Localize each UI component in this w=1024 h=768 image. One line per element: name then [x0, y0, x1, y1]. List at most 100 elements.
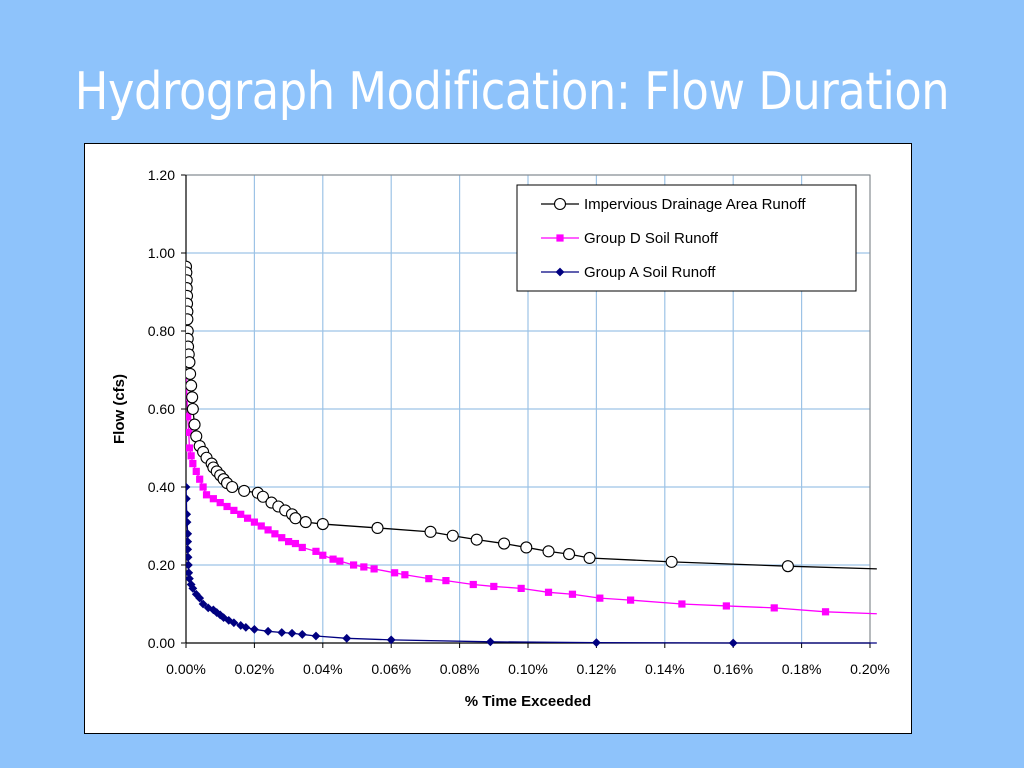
data-point [542, 545, 555, 558]
series-diamond [186, 482, 877, 648]
data-point [287, 628, 297, 638]
data-point [257, 522, 265, 530]
data-point [198, 599, 208, 609]
data-point [223, 502, 231, 511]
data-point [188, 584, 198, 593]
series-line [186, 266, 877, 570]
data-point [264, 526, 272, 534]
data-point [592, 638, 601, 648]
data-point [770, 604, 778, 612]
x-tick-label: 0.04% [303, 661, 343, 677]
data-point [186, 529, 193, 539]
y-tick-label: 0.40 [148, 479, 175, 495]
data-point [238, 484, 251, 497]
data-point [209, 495, 217, 503]
y-tick-label: 0.00 [148, 635, 175, 651]
data-point [186, 313, 194, 326]
data-point [263, 626, 273, 636]
data-point [189, 460, 197, 468]
data-point [278, 534, 286, 542]
data-point [186, 509, 192, 519]
data-point [241, 623, 251, 632]
series-line [186, 375, 877, 615]
labels-layer: 0.00% 0.02% 0.04% 0.06% 0.08% 0.10% 0.12% 0.14%… [111, 167, 890, 710]
data-point [446, 529, 459, 542]
data-point [216, 499, 224, 507]
data-point [186, 428, 193, 436]
data-point [229, 618, 239, 628]
data-point [271, 530, 279, 538]
data-point [186, 517, 192, 527]
data-point [728, 638, 738, 648]
data-point [186, 367, 197, 380]
data-point [391, 569, 399, 577]
data-point [237, 510, 245, 518]
data-point [186, 574, 194, 584]
data-point [192, 467, 200, 475]
data-point [186, 402, 199, 416]
data-point [781, 560, 794, 573]
data-point [195, 593, 205, 603]
data-point [498, 537, 511, 550]
data-point [230, 506, 238, 514]
legend-marker [555, 267, 565, 277]
x-tick-label: 0.02% [235, 661, 275, 677]
x-tick-label: 0.10% [508, 661, 548, 677]
legend-label: Impervious Drainage Area Runoff [584, 196, 806, 213]
data-point [191, 589, 201, 599]
data-point [665, 555, 678, 568]
x-tick-label: 0.20% [850, 661, 890, 677]
x-tick-label: 0.14% [645, 661, 685, 677]
data-point [386, 635, 396, 645]
x-tick-label: 0.16% [713, 661, 753, 677]
y-axis-title: Flow (cfs) [111, 374, 128, 444]
data-point [627, 596, 635, 604]
data-point [722, 602, 730, 610]
legend-label: Group D Soil Runoff [584, 230, 719, 247]
data-point [596, 594, 604, 602]
data-point [424, 525, 437, 538]
legend-marker [556, 234, 564, 242]
y-tick-label: 0.60 [148, 401, 175, 417]
data-point [186, 552, 193, 562]
data-point [342, 633, 352, 643]
data-point [186, 537, 193, 546]
data-point [243, 514, 252, 522]
x-tick-label: 0.12% [577, 661, 617, 677]
data-point [312, 547, 320, 555]
data-point [360, 563, 368, 571]
series-layer [186, 260, 877, 648]
data-point [520, 541, 533, 554]
legend-marker [553, 197, 567, 211]
data-point [186, 568, 194, 578]
data-point [256, 490, 269, 503]
data-point [202, 491, 211, 499]
data-point [186, 379, 198, 392]
data-point [186, 560, 193, 570]
y-tick-label: 1.00 [148, 245, 175, 261]
data-point [371, 521, 384, 535]
data-point [490, 582, 498, 591]
data-point [186, 413, 192, 421]
data-point [678, 600, 686, 608]
data-point [291, 539, 300, 548]
data-point [186, 580, 196, 589]
slide-title: Hydrograph Modification: Flow Duration [74, 62, 950, 122]
data-point [562, 548, 576, 561]
data-point [277, 628, 287, 637]
data-point [470, 533, 483, 546]
chart-frame: 0.00% 0.02% 0.04% 0.06% 0.08% 0.10% 0.12% 0.14%… [84, 143, 912, 734]
data-point [517, 584, 525, 592]
data-point [329, 555, 337, 563]
data-point [299, 516, 312, 529]
data-point [196, 475, 204, 483]
data-point [298, 543, 306, 552]
data-point [250, 624, 259, 634]
data-point [469, 580, 477, 589]
data-point [187, 452, 195, 460]
x-tick-label: 0.06% [371, 661, 411, 677]
data-point [186, 494, 191, 504]
data-point [370, 565, 378, 573]
data-point [316, 517, 329, 531]
data-point [250, 518, 258, 526]
